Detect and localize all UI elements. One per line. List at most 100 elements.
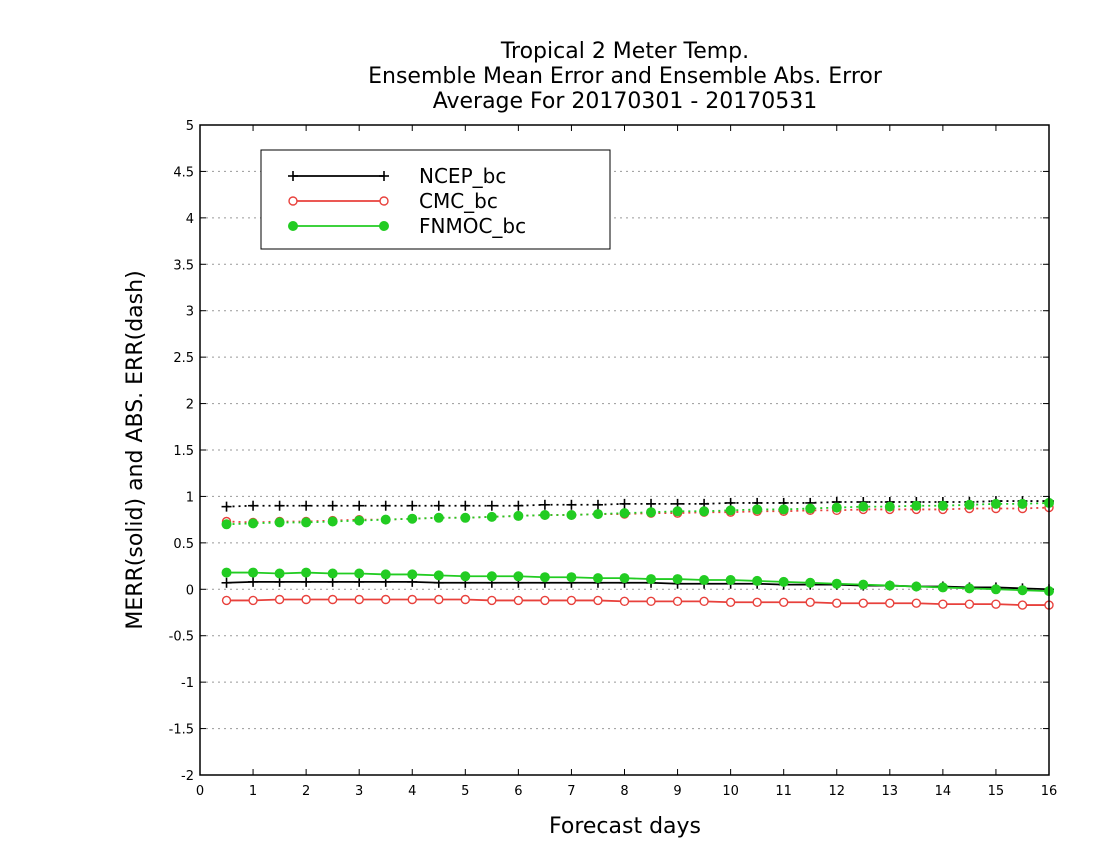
chart-title: Tropical 2 Meter Temp. Ensemble Mean Err… (368, 39, 883, 114)
abserr-line-cmc-bc (226, 506, 1050, 524)
abserr-point-fnmoc-bc (460, 512, 471, 523)
abserr-point-fnmoc-bc (354, 515, 365, 526)
abserr-point-ncep-bc (513, 500, 524, 511)
merr-point-fnmoc-bc (990, 584, 1001, 595)
merr-line-ncep-bc (226, 580, 1050, 591)
axes: -2-1.5-1-0.500.511.522.533.544.550 1 2 3 4 5 6… (169, 119, 1058, 799)
x-tick-label: 6 (514, 784, 522, 799)
x-axis-label: Forecast days (549, 814, 701, 839)
merr-point-fnmoc-bc (1017, 585, 1028, 596)
abserr-point-ncep-bc (274, 500, 285, 511)
x-tick-label: 16 (1041, 784, 1058, 799)
legend-box (260, 149, 611, 250)
y-tick-label: 0.5 (173, 537, 194, 552)
legend-label: FNMOC_bc (419, 214, 526, 238)
merr-point-cmc-bc (540, 595, 550, 606)
merr-point-cmc-bc (778, 597, 789, 607)
merr-point-ncep-bc (354, 576, 365, 587)
legend-marker-left (288, 221, 298, 231)
legend-label: NCEP_bc (419, 164, 506, 188)
merr-point-fnmoc-bc (752, 575, 763, 586)
y-tick-label: 0 (186, 583, 194, 598)
y-tick-label: -0.5 (169, 630, 194, 645)
merr-point-fnmoc-bc (805, 577, 816, 588)
abserr-point-ncep-bc (539, 499, 550, 510)
merr-point-cmc-bc (619, 596, 630, 607)
merr-point-cmc-bc (964, 599, 975, 609)
merr-point-fnmoc-bc (725, 575, 736, 585)
abserr-point-ncep-bc (248, 500, 259, 511)
abserr-point-ncep-bc (301, 500, 312, 511)
y-tick-label: 3 (186, 305, 194, 320)
abserr-point-fnmoc-bc (778, 504, 789, 515)
series-fnmoc-bc (221, 497, 1054, 597)
abserr-point-fnmoc-bc (592, 509, 603, 520)
merr-point-cmc-bc (566, 595, 577, 606)
x-tick-label: 4 (408, 784, 416, 799)
title-line-1: Tropical 2 Meter Temp. (500, 39, 749, 64)
abserr-point-fnmoc-bc (513, 510, 524, 521)
abserr-point-fnmoc-bc (407, 513, 418, 524)
merr-point-cmc-bc (885, 598, 895, 608)
merr-point-cmc-bc (699, 596, 709, 607)
abserr-point-fnmoc-bc (672, 506, 683, 517)
x-tick-label: 10 (722, 784, 739, 799)
merr-point-ncep-bc (248, 576, 259, 587)
merr-point-cmc-bc (646, 596, 656, 607)
y-tick-label: 1.5 (173, 444, 194, 459)
x-tick-label: 5 (461, 784, 469, 799)
merr-point-cmc-bc (672, 596, 683, 607)
title-line-3: Average For 20170301 - 20170531 (433, 89, 818, 114)
merr-point-fnmoc-bc (539, 572, 550, 583)
y-tick-label: 2.5 (173, 351, 194, 366)
x-tick-label: 15 (988, 784, 1005, 799)
abserr-point-fnmoc-bc (539, 510, 550, 520)
y-tick-label: 4 (186, 212, 194, 227)
abserr-point-fnmoc-bc (884, 501, 895, 512)
abserr-line-ncep-bc (226, 500, 1049, 508)
merr-point-fnmoc-bc (646, 574, 657, 585)
abserr-point-ncep-bc (619, 498, 630, 509)
abserr-point-ncep-bc (592, 499, 603, 510)
merr-point-fnmoc-bc (433, 570, 444, 581)
merr-point-ncep-bc (327, 576, 338, 587)
abserr-point-ncep-bc (646, 498, 657, 509)
title-line-2: Ensemble Mean Error and Ensemble Abs. Er… (368, 64, 883, 89)
abserr-point-fnmoc-bc (619, 508, 630, 519)
legend-item-fnmoc-bc: FNMOC_bc (288, 214, 526, 238)
x-tick-label: 14 (935, 784, 952, 799)
merr-point-fnmoc-bc (486, 571, 497, 582)
merr-point-ncep-bc (301, 576, 312, 587)
legend-item-cmc-bc: CMC_bc (288, 189, 498, 213)
abserr-point-fnmoc-bc (725, 505, 736, 516)
merr-point-ncep-bc (221, 577, 232, 588)
merr-point-cmc-bc (434, 594, 444, 605)
merr-point-cmc-bc (593, 595, 603, 606)
merr-point-cmc-bc (327, 594, 338, 605)
abserr-point-fnmoc-bc (248, 518, 259, 529)
abserr-point-fnmoc-bc (911, 500, 922, 511)
merr-point-fnmoc-bc (858, 579, 869, 590)
y-tick-label: 5 (186, 119, 194, 134)
merr-point-fnmoc-bc (354, 568, 365, 579)
legend-label: CMC_bc (419, 189, 498, 213)
abserr-point-fnmoc-bc (990, 498, 1001, 509)
legend-marker-right (379, 221, 389, 231)
x-tick-label: 2 (302, 784, 310, 799)
merr-point-cmc-bc (991, 599, 1001, 609)
x-tick-label: 13 (882, 784, 899, 799)
merr-point-fnmoc-bc (460, 571, 471, 582)
merr-point-fnmoc-bc (274, 568, 285, 579)
legend-marker-right (379, 196, 389, 206)
merr-point-cmc-bc (381, 594, 391, 605)
merr-point-cmc-bc (1017, 600, 1028, 610)
grid (200, 170, 1049, 730)
y-axis-label: MERR(solid) and ABS. ERR(dash) (123, 270, 148, 629)
merr-point-fnmoc-bc (937, 582, 948, 593)
abserr-point-fnmoc-bc (964, 499, 975, 510)
abserr-point-ncep-bc (407, 500, 418, 511)
x-tick-label: 12 (828, 784, 845, 799)
abserr-point-fnmoc-bc (327, 516, 338, 527)
